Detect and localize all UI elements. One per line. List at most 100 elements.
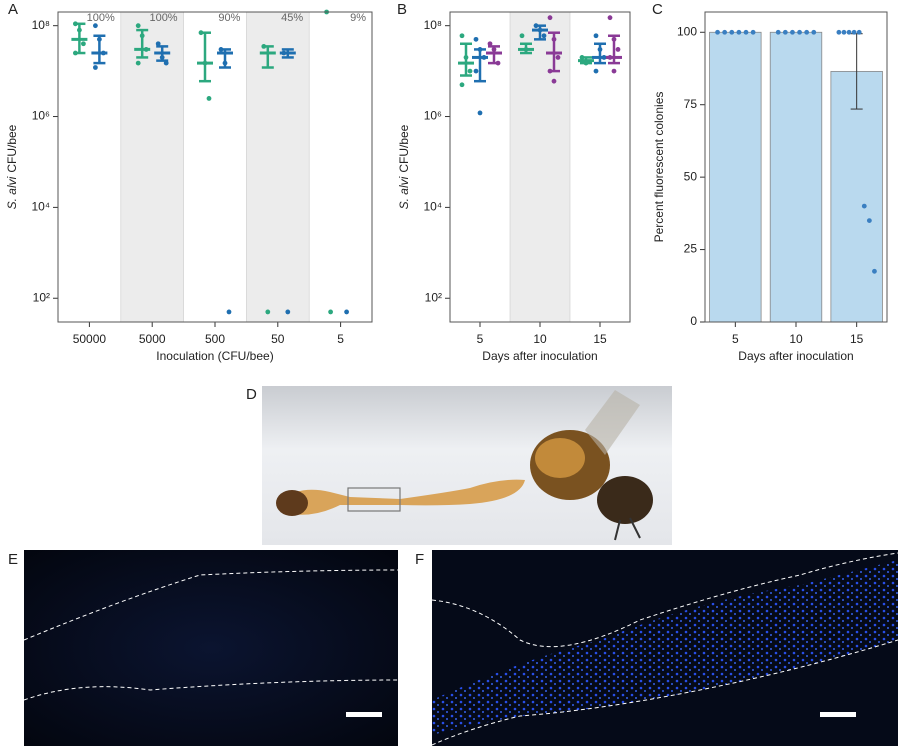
data-point (155, 41, 161, 47)
y-axis-label-italic: S. alvi (397, 176, 411, 209)
x-tick-label: 5 (337, 332, 344, 346)
data-point (593, 33, 599, 39)
data-point (487, 41, 493, 47)
x-tick-label: 5 (732, 332, 739, 346)
data-point (459, 33, 465, 39)
data-point (782, 29, 788, 35)
data-point (551, 78, 557, 84)
data-point (615, 47, 621, 52)
data-point (804, 29, 810, 35)
data-point (836, 29, 842, 35)
y-tick-label: 75 (684, 97, 698, 111)
shaded-band (509, 11, 571, 323)
percent-label: 100% (87, 12, 115, 24)
data-point (611, 68, 617, 74)
plot-frame (704, 11, 888, 323)
data-point (555, 55, 561, 60)
data-point (226, 309, 232, 315)
data-point (541, 33, 547, 39)
data-point (851, 29, 857, 35)
y-tick-label: 10⁸ (424, 18, 442, 32)
x-tick-label: 15 (593, 332, 607, 346)
percent-label: 90% (218, 12, 240, 24)
data-point (736, 29, 742, 35)
data-point (797, 29, 802, 35)
panel-letter: C (652, 1, 663, 18)
data-point (206, 96, 212, 101)
data-point (328, 309, 333, 315)
y-axis-label: S. alvi CFU/bee (397, 124, 411, 209)
data-point (135, 60, 141, 66)
x-tick-label: 10 (789, 332, 803, 346)
y-tick-label: 10⁶ (424, 109, 442, 123)
shaded-band (246, 11, 310, 323)
y-tick-label: 25 (684, 242, 698, 256)
y-tick-label: 10⁴ (31, 200, 50, 214)
x-tick-label: 15 (850, 332, 864, 346)
panel-letter: E (8, 551, 18, 568)
x-axis-label: Days after inoculation (738, 349, 853, 363)
data-point (519, 33, 525, 39)
x-tick-label: 500 (205, 332, 225, 346)
bar (709, 31, 762, 323)
panel-letter: B (397, 1, 407, 18)
percent-label: 45% (281, 12, 303, 24)
data-point (866, 218, 872, 223)
data-point (81, 41, 86, 47)
y-axis-label-text: CFU/bee (5, 124, 19, 172)
y-tick-label: 0 (690, 314, 697, 328)
y-tick-label: 100 (677, 24, 697, 38)
data-point (477, 110, 483, 116)
data-point (872, 268, 877, 274)
y-tick-label: 10² (425, 290, 442, 304)
y-axis-label-text: Percent fluorescent colonies (652, 92, 666, 243)
data-point (93, 65, 98, 70)
data-point (775, 29, 781, 35)
panel-letter: D (246, 386, 257, 403)
data-point (473, 68, 479, 74)
y-axis-label-text: CFU/bee (397, 124, 411, 172)
x-axis-label: Inoculation (CFU/bee) (156, 349, 273, 363)
x-tick-label: 50 (271, 332, 285, 346)
panel-letter: F (415, 551, 424, 568)
data-point (285, 309, 291, 315)
data-point (593, 68, 599, 74)
data-point (467, 68, 473, 74)
y-tick-label: 50 (684, 169, 698, 183)
micrograph-e (23, 550, 399, 746)
data-point (135, 23, 141, 29)
data-point (861, 203, 867, 209)
data-point (856, 29, 862, 35)
data-point (607, 15, 613, 21)
x-tick-label: 10 (533, 332, 547, 346)
micrograph-f (431, 550, 899, 746)
data-point (473, 36, 479, 42)
data-point (265, 309, 271, 315)
data-point (163, 60, 169, 66)
photo-d (262, 386, 672, 545)
data-point (729, 29, 735, 35)
data-point (722, 29, 728, 35)
x-tick-label: 5000 (139, 332, 166, 346)
data-point (715, 29, 720, 35)
data-point (846, 29, 852, 35)
percent-label: 100% (149, 12, 177, 24)
data-point (811, 29, 817, 35)
data-point (547, 15, 553, 21)
y-tick-label: 10⁴ (423, 200, 442, 214)
plot-frame (57, 11, 373, 323)
shaded-band (120, 11, 184, 323)
y-tick-label: 10² (33, 290, 50, 304)
y-axis-label-italic: S. alvi (5, 176, 19, 209)
data-point (344, 309, 349, 315)
x-tick-label: 5 (477, 332, 484, 346)
plot-frame (449, 11, 631, 323)
data-point (790, 29, 795, 35)
data-point (743, 29, 749, 35)
bar (769, 31, 823, 323)
panel-letter: A (8, 1, 18, 18)
y-axis-label: Percent fluorescent colonies (652, 92, 666, 243)
x-axis-label: Days after inoculation (482, 349, 597, 363)
data-point (93, 23, 98, 29)
y-tick-label: 10⁸ (32, 18, 50, 32)
